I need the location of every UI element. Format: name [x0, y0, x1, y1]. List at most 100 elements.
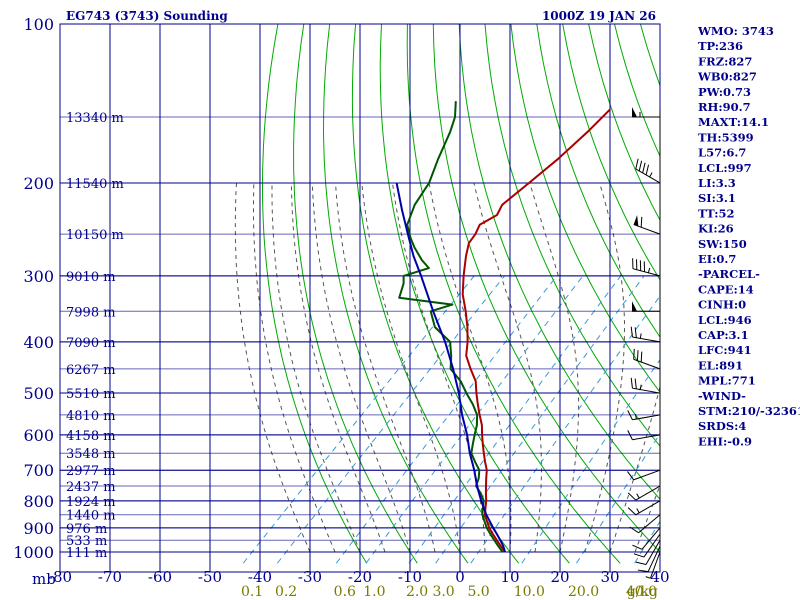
height-label: 3548 m	[66, 447, 116, 462]
stat-line: SRDS:4	[698, 419, 746, 433]
wind-barb-half	[636, 508, 640, 514]
wind-barb	[627, 469, 661, 481]
wind-barb-staff	[647, 545, 661, 572]
wind-barb-full	[633, 348, 635, 360]
mixing-ratio-label: 20.0	[568, 584, 599, 600]
wind-barb-staff	[649, 551, 661, 579]
pressure-tick-label: 100	[23, 15, 54, 34]
stat-line: -PARCEL-	[698, 267, 760, 281]
pressure-tick-label: 800	[23, 492, 54, 511]
stat-line: TT:52	[698, 206, 735, 220]
mixing-ratio-line	[365, 275, 584, 564]
wind-barb-staff	[635, 485, 661, 501]
chart-title: EG743 (3743) Sounding	[66, 9, 228, 23]
wind-barb	[627, 485, 661, 501]
wind-barb-full	[640, 351, 643, 363]
wind-barb-staff	[632, 336, 661, 343]
mixing-ratio-label: 5.0	[467, 584, 489, 600]
height-label: 4810 m	[66, 409, 116, 424]
dry-adiabat-line	[510, 24, 660, 393]
stat-line: SI:3.1	[698, 191, 736, 205]
height-label: 1440 m	[66, 509, 116, 524]
dry-adiabat-line	[458, 24, 660, 500]
wind-profile	[627, 106, 661, 579]
stat-line: SW:150	[698, 237, 747, 251]
wind-barb-full	[635, 158, 639, 170]
height-label: 9010 m	[66, 270, 116, 285]
wind-barb-half	[635, 414, 637, 420]
temperature-tick-label: -80	[48, 568, 72, 586]
moist-adiabat-line	[290, 182, 386, 553]
height-label: 2977 m	[66, 464, 116, 479]
moist-adiabat-line	[234, 182, 311, 553]
wind-barb-staff	[641, 527, 661, 550]
stat-line: RH:90.7	[698, 100, 751, 114]
stat-line: CAPE:14	[698, 282, 754, 296]
wind-barb-full	[627, 471, 635, 481]
stat-line: LCL:946	[698, 313, 752, 327]
mixing-ratio-line	[408, 275, 622, 564]
wind-barb-half	[636, 493, 640, 499]
stat-line: FRZ:827	[698, 54, 752, 68]
wind-barb-flag	[633, 215, 639, 227]
wind-barb-full	[634, 378, 637, 389]
height-label: 6267 m	[66, 363, 116, 378]
temperature-axis: -80 -70 -60 -50 -40 -30 -20 -10 0 10 20 30 40	[48, 568, 670, 586]
mixing-ratio-label: 0.6	[334, 584, 356, 600]
sounding-series	[395, 101, 612, 553]
stat-line: STM:210/-32361836	[698, 404, 800, 418]
stat-line: CINH:0	[698, 298, 746, 312]
wind-barb-full	[627, 430, 633, 440]
wind-barb	[632, 106, 660, 118]
mixing-ratio-label: 0.1	[241, 584, 263, 600]
wind-barb-full	[627, 492, 637, 501]
height-label: 111 m	[66, 546, 107, 561]
mixing-ratio-labels: 0.1 0.2 0.6 1.0 2.0 3.0 5.0 10.0 20.0 40.0g/kg	[241, 584, 658, 600]
stat-line: -WIND-	[698, 389, 746, 403]
moist-adiabat-line	[271, 182, 361, 553]
wind-barb	[645, 551, 661, 579]
dry-adiabat-line	[432, 24, 660, 553]
mixing-ratio-label: 0.2	[275, 584, 297, 600]
wind-barb	[635, 539, 661, 565]
height-label: 2437 m	[66, 480, 116, 495]
stat-line: WMO: 3743	[697, 24, 774, 38]
mixing-ratio-label: 1.0	[363, 584, 385, 600]
temperature-tick-label: -20	[348, 568, 372, 586]
dry-adiabat-line	[484, 24, 660, 447]
temperature-tick-label: -50	[198, 568, 222, 586]
wind-barb-staff	[633, 469, 661, 481]
temperature-tick-label: 10	[500, 568, 519, 586]
stat-line: MAXT:14.1	[698, 115, 769, 129]
stat-line: MPL:771	[698, 374, 756, 388]
wind-barb-half	[649, 172, 653, 178]
wind-barb-staff	[635, 168, 661, 184]
wind-barb-full	[630, 326, 633, 338]
wind-barb	[627, 430, 661, 441]
height-label: 5510 m	[66, 387, 116, 402]
dry-adiabat-line	[562, 24, 660, 281]
wind-barb-full	[635, 561, 647, 565]
wind-barb-staff	[638, 514, 661, 534]
dry-adiabat-line	[322, 24, 469, 564]
dry-adiabat-line	[406, 24, 621, 564]
temperature-tick-label: 40	[650, 568, 669, 586]
dry-adiabat-line	[262, 24, 368, 564]
stat-line: TH:5399	[698, 130, 754, 144]
wind-barb-half	[639, 384, 642, 390]
stat-line: EI:0.7	[698, 252, 736, 266]
pressure-tick-label: 500	[23, 384, 54, 403]
wind-barb	[630, 377, 661, 394]
temperature-tick-label: 30	[600, 568, 619, 586]
height-label: 533 m	[66, 534, 107, 549]
height-label: 1924 m	[66, 495, 116, 510]
height-label: 7090 m	[66, 336, 116, 351]
pressure-unit-label: mb	[32, 570, 56, 588]
wind-barb-staff	[633, 358, 661, 370]
wind-barb	[633, 533, 661, 558]
wind-barb-full	[633, 553, 645, 558]
wind-barb	[632, 258, 661, 277]
temperature-tick-label: -70	[98, 568, 122, 586]
wind-barb	[632, 527, 661, 550]
